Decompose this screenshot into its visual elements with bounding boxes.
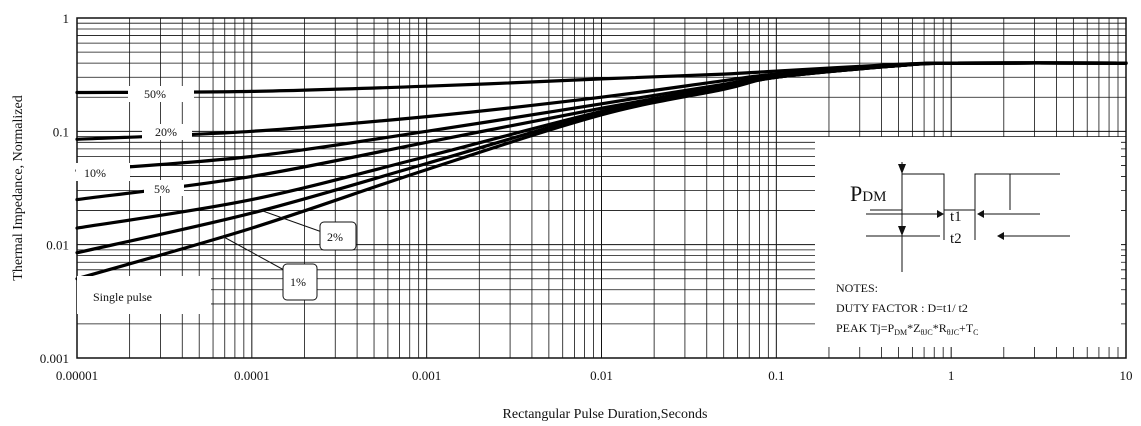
label-bg-single [77, 276, 211, 314]
leader-1 [221, 235, 285, 271]
curves [75, 61, 1128, 281]
x-tick-label: 0.00001 [56, 368, 98, 383]
y-tick-label: 0.01 [46, 238, 69, 253]
pdm-label: PDM [850, 181, 886, 206]
x-axis-title: Rectangular Pulse Duration,Seconds [503, 407, 708, 422]
y-tick-label: 0.001 [40, 351, 69, 366]
x-tick-label: 1 [948, 368, 955, 383]
arrow-pdm-top [898, 164, 906, 174]
curve-label-5: 5% [154, 182, 170, 196]
arrow-pdm-bottom [898, 226, 906, 236]
inset-background [815, 137, 1121, 347]
leader-2 [259, 209, 323, 233]
curve-label-single-pulse: Single pulse [93, 290, 152, 304]
tick-labels: 0.00001 0.0001 0.001 0.01 0.1 1 10 0.001 0.01 0.1… [40, 11, 1133, 383]
y-axis-title: Thermal Impedance, Normalized [11, 95, 26, 280]
x-tick-label: 0.001 [412, 368, 441, 383]
label-bg-50 [128, 86, 194, 102]
curve-label-50: 50% [144, 87, 166, 101]
t1-label: t1 [950, 209, 962, 225]
curve-single-pulse [75, 61, 1128, 281]
x-tick-label: 0.1 [768, 368, 784, 383]
t2-label: t2 [950, 231, 962, 247]
curve-label-2: 2% [327, 230, 343, 244]
notes-heading: NOTES: [836, 281, 878, 295]
curve-label-10: 10% [84, 166, 106, 180]
y-tick-label: 1 [63, 11, 70, 26]
arrow-t1-left [937, 210, 944, 218]
y-tick-label: 0.1 [53, 124, 69, 139]
label-bg-20 [142, 124, 192, 140]
x-tick-label: 0.0001 [234, 368, 270, 383]
label-box-1 [282, 263, 318, 301]
curve-label-20: 20% [155, 125, 177, 139]
curve-labels: 50% 20% 10% 5% 2% 1% Single pulse [76, 86, 357, 314]
label-bg-10 [76, 163, 130, 181]
label-bg-5 [144, 180, 184, 196]
notes-duty-factor: DUTY FACTOR : D=t1/ t2 [836, 301, 968, 315]
curve-label-1: 1% [290, 275, 306, 289]
arrow-t2-right [997, 232, 1004, 240]
arrow-t1-right [977, 210, 984, 218]
pulse-diagram [866, 162, 1070, 272]
x-tick-label: 0.01 [590, 368, 613, 383]
label-box-2 [319, 221, 357, 251]
inset-panel: PDM t1 t2 NOTES: DUTY FACTOR : D=t1/ t2 … [815, 137, 1121, 347]
x-tick-label: 10 [1120, 368, 1133, 383]
notes-peak-formula: PEAK Tj=PDM*ZθJC*RθJC+TC [836, 321, 979, 337]
